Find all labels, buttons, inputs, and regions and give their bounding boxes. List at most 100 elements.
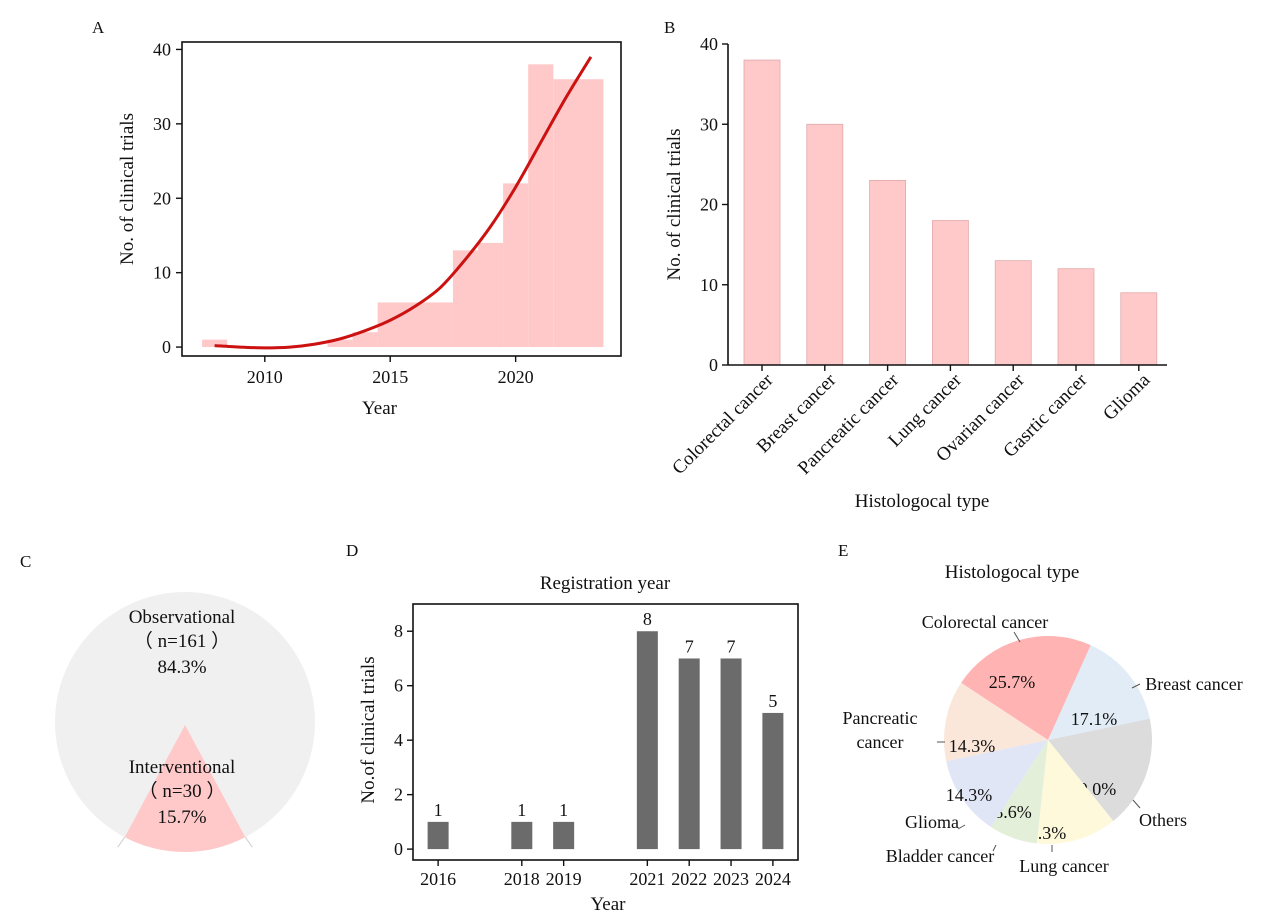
y-tick-label: 6 [394,676,403,696]
y-tick-label: 2 [394,785,403,805]
x-tick-label: 2021 [629,869,665,889]
slice-label: Glioma [905,812,959,832]
y-tick-label: 40 [700,34,718,54]
slice-label: Observational [129,607,236,628]
slice-percent: 17.1% [1071,709,1118,729]
histogram-bar [452,250,479,348]
leader-line [957,824,966,830]
leader-line [244,836,253,848]
leader-line [117,836,126,848]
leader-line [1013,631,1021,643]
histogram-bar [553,79,604,348]
y-tick-label: 10 [153,263,171,283]
pie-slice [1036,740,1114,844]
leader-line [1132,799,1141,809]
slice-label: Lung cancer [1019,856,1108,876]
y-tick-label: 20 [700,195,718,215]
bar [743,59,781,366]
histogram-bar [352,332,378,348]
panel-letter-a: A [92,18,105,37]
bar [994,260,1032,366]
data-label: 7 [727,636,736,656]
slice-label: Interventional [129,757,236,778]
panel-letter-e: E [838,541,848,560]
histogram-bar [478,242,504,348]
panel-letter-c: C [20,552,31,571]
histogram-bar [528,64,554,348]
histogram-bar [377,302,453,348]
slice-label: Colorectal cancer [922,612,1048,632]
bar [427,821,449,850]
x-tick-label: 2020 [498,367,534,387]
bar [1057,268,1095,366]
pie-slice-observational [55,592,315,852]
bar [720,658,742,850]
pie-slice [990,740,1048,844]
panel-c-pie-chart: Observational（ n=161 ） 84.3% Interventiona… [55,592,315,853]
y-tick-label: 0 [162,337,171,357]
plot-frame [412,603,799,861]
panel-a-histogram: 0 10 20 30 40 2010 2015 2020 Year No. of clinical… [117,39,622,419]
leader-line [1131,683,1141,689]
category-label: Glioma [1099,369,1155,425]
bar [511,821,533,850]
pie-slice [961,636,1091,740]
x-axis-label: Histologocal type [855,491,990,512]
bar [553,821,575,850]
bar [636,631,658,850]
data-label: 1 [559,800,568,820]
y-axis-label: No.of clinical trials [358,656,379,803]
slice-percent: 84.3% [157,657,206,678]
slice-percent: 14.3% [946,785,993,805]
pie-slice-interventional [124,725,246,853]
y-tick-label: 10 [700,275,718,295]
y-tick-label: 30 [153,114,171,134]
slice-n-label: （ n=161 ） [134,630,230,652]
slice-label: Pancreatic [843,708,918,728]
slice-label: Bladder cancer [886,846,994,866]
y-tick-label: 8 [394,621,403,641]
plot-frame [181,41,622,357]
y-tick-label: 0 [709,355,718,375]
x-tick-label: 2010 [247,367,283,387]
y-axis-label: No. of clinical trials [664,129,685,281]
panel-letter-b: B [664,18,675,37]
slice-percent: 15.7% [157,807,206,828]
x-tick-label: 2022 [671,869,707,889]
slice-label: Breast cancer [1145,674,1242,694]
bar [762,712,784,850]
x-tick-label: 2024 [755,869,791,889]
y-axis-label: No. of clinical trials [117,113,138,265]
slice-label: Others [1139,810,1187,830]
chart-title: Histologocal type [945,562,1080,583]
x-tick-label: 2015 [372,367,408,387]
data-label: 8 [643,609,652,629]
x-tick-label: 2019 [546,869,582,889]
chart-title: Registration year [540,573,671,594]
histogram-bar [503,183,529,348]
data-label: 7 [685,636,694,656]
histogram-bar [202,339,228,348]
y-tick-label: 30 [700,114,718,134]
slice-label: cancer [857,732,904,752]
x-axis-label: Year [362,398,398,419]
x-tick-label: 2016 [420,869,456,889]
pie-slice [944,682,1048,762]
bar [806,123,844,366]
y-tick-label: 4 [394,730,403,750]
y-tick-label: 40 [153,39,171,59]
data-label: 5 [768,691,777,711]
x-axis-label: Year [590,894,626,915]
category-label: Colorectal cancer [668,369,778,479]
leader-line [992,844,997,852]
bar [869,180,906,366]
trend-line [214,56,593,350]
slice-n-label: （ n=30 ） [139,780,226,802]
data-label: 1 [517,800,526,820]
bar [932,220,969,366]
pie-slice [1048,645,1150,740]
slice-percent: 14.3% [949,736,996,756]
bar [1120,292,1158,366]
